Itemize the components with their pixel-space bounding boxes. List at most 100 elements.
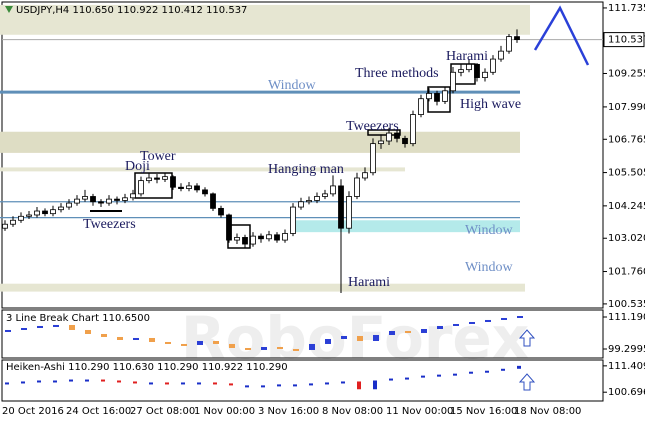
indicator-bar bbox=[421, 328, 427, 333]
zone bbox=[0, 4, 530, 35]
candle-body bbox=[2, 223, 8, 229]
candle-body bbox=[354, 177, 360, 197]
symbol-icon bbox=[5, 6, 13, 13]
candle-body bbox=[490, 58, 496, 73]
x-tick-label: 27 Oct 08:00 bbox=[130, 406, 195, 417]
indicator-bar bbox=[357, 381, 361, 390]
annotation: Harami bbox=[446, 49, 488, 64]
zone bbox=[0, 131, 520, 153]
indicator-bar bbox=[437, 374, 441, 377]
indicator-bar bbox=[485, 370, 489, 373]
candle-body bbox=[298, 201, 304, 208]
indicator-bar bbox=[309, 383, 313, 386]
indicator-bar bbox=[469, 371, 473, 374]
candle-body bbox=[114, 198, 120, 201]
candle-body bbox=[74, 198, 80, 204]
indicator-bar bbox=[405, 377, 409, 380]
candle-body bbox=[26, 214, 32, 217]
x-tick-label: 20 Oct 2016 bbox=[2, 406, 64, 417]
indicator-bar bbox=[213, 382, 217, 385]
candle-body bbox=[474, 63, 480, 78]
indicator-bar bbox=[245, 347, 251, 350]
y-tick-label: 107.990 bbox=[608, 102, 645, 113]
candle-body bbox=[442, 90, 448, 102]
candle-body bbox=[418, 98, 424, 115]
y-tick-label: 111.1905 bbox=[608, 312, 645, 323]
candle-body bbox=[42, 210, 48, 215]
indicator-bar bbox=[5, 382, 9, 385]
indicator-bar bbox=[165, 341, 171, 344]
candle-body bbox=[450, 71, 456, 92]
candle-body bbox=[306, 200, 312, 203]
annotation: High wave bbox=[460, 97, 521, 112]
candle-body bbox=[378, 140, 384, 145]
y-tick-label: 111.735 bbox=[608, 3, 645, 14]
indicator-bar bbox=[357, 335, 363, 341]
indicator-bar bbox=[501, 317, 507, 320]
zone bbox=[0, 167, 405, 172]
indicator-bar bbox=[21, 381, 25, 384]
candle-body bbox=[58, 206, 64, 211]
line-break-panel bbox=[1, 309, 604, 359]
indicator-bar bbox=[437, 325, 443, 329]
up-arrow bbox=[518, 329, 536, 347]
candle-body bbox=[122, 197, 128, 201]
panel-title: Heiken-Ashi 110.290 110.630 110.290 110.… bbox=[6, 362, 288, 373]
candle-body bbox=[314, 196, 320, 201]
indicator-bar bbox=[85, 379, 89, 382]
indicator-bar bbox=[373, 334, 379, 341]
indicator-bar bbox=[293, 348, 299, 351]
candle-body bbox=[202, 189, 208, 195]
candle-body bbox=[338, 185, 344, 229]
candle-body bbox=[34, 210, 40, 216]
indicator-bar bbox=[325, 382, 329, 385]
candle-body bbox=[250, 235, 256, 245]
y-tick-label: 100.535 bbox=[608, 299, 645, 310]
candle-body bbox=[170, 176, 176, 188]
candle-body bbox=[154, 177, 160, 180]
candle-body bbox=[346, 196, 352, 229]
indicator-bar bbox=[277, 384, 281, 387]
candle-body bbox=[130, 193, 136, 199]
indicator-bar bbox=[341, 335, 347, 340]
indicator-bar bbox=[293, 384, 297, 387]
candle-body bbox=[394, 132, 400, 139]
candle-body bbox=[138, 180, 144, 195]
indicator-bar bbox=[309, 343, 315, 350]
indicator-bar bbox=[261, 346, 267, 350]
indicator-bar bbox=[213, 340, 219, 344]
x-tick-label: 18 Nov 08:00 bbox=[514, 406, 581, 417]
indicator-bar bbox=[181, 343, 187, 346]
indicator-bar bbox=[453, 373, 457, 376]
indicator-bar bbox=[53, 380, 57, 383]
last-price-label: 110.537 bbox=[608, 35, 645, 46]
indicator-bar bbox=[37, 325, 43, 328]
y-tick-label: 99.2995 bbox=[608, 344, 645, 355]
candle-body bbox=[18, 215, 24, 221]
annotation: Harami bbox=[348, 275, 390, 290]
indicator-bar bbox=[181, 382, 185, 385]
y-tick-label: 100.696 bbox=[608, 387, 645, 398]
candle-body bbox=[226, 214, 232, 241]
forecast-arrow bbox=[533, 5, 590, 66]
candle-body bbox=[82, 196, 88, 200]
indicator-bar bbox=[229, 383, 233, 386]
y-tick-label: 106.765 bbox=[608, 134, 645, 145]
candle-body bbox=[458, 69, 464, 73]
candle-body bbox=[482, 71, 488, 78]
y-tick-label: 109.255 bbox=[608, 68, 645, 79]
candle-body bbox=[178, 186, 184, 189]
panel-title: 3 Line Break Chart 110.6500 bbox=[6, 313, 150, 324]
indicator-bar bbox=[117, 336, 123, 340]
candle-body bbox=[186, 185, 192, 189]
x-tick-label: 1 Nov 00:00 bbox=[194, 406, 255, 417]
indicator-bar bbox=[37, 380, 41, 383]
indicator-bar bbox=[21, 328, 27, 330]
candle-body bbox=[234, 237, 240, 241]
indicator-bar bbox=[149, 337, 155, 342]
candle-body bbox=[50, 209, 56, 215]
candle-body bbox=[426, 93, 432, 100]
candle-body bbox=[506, 36, 512, 52]
indicator-bar bbox=[405, 330, 411, 333]
